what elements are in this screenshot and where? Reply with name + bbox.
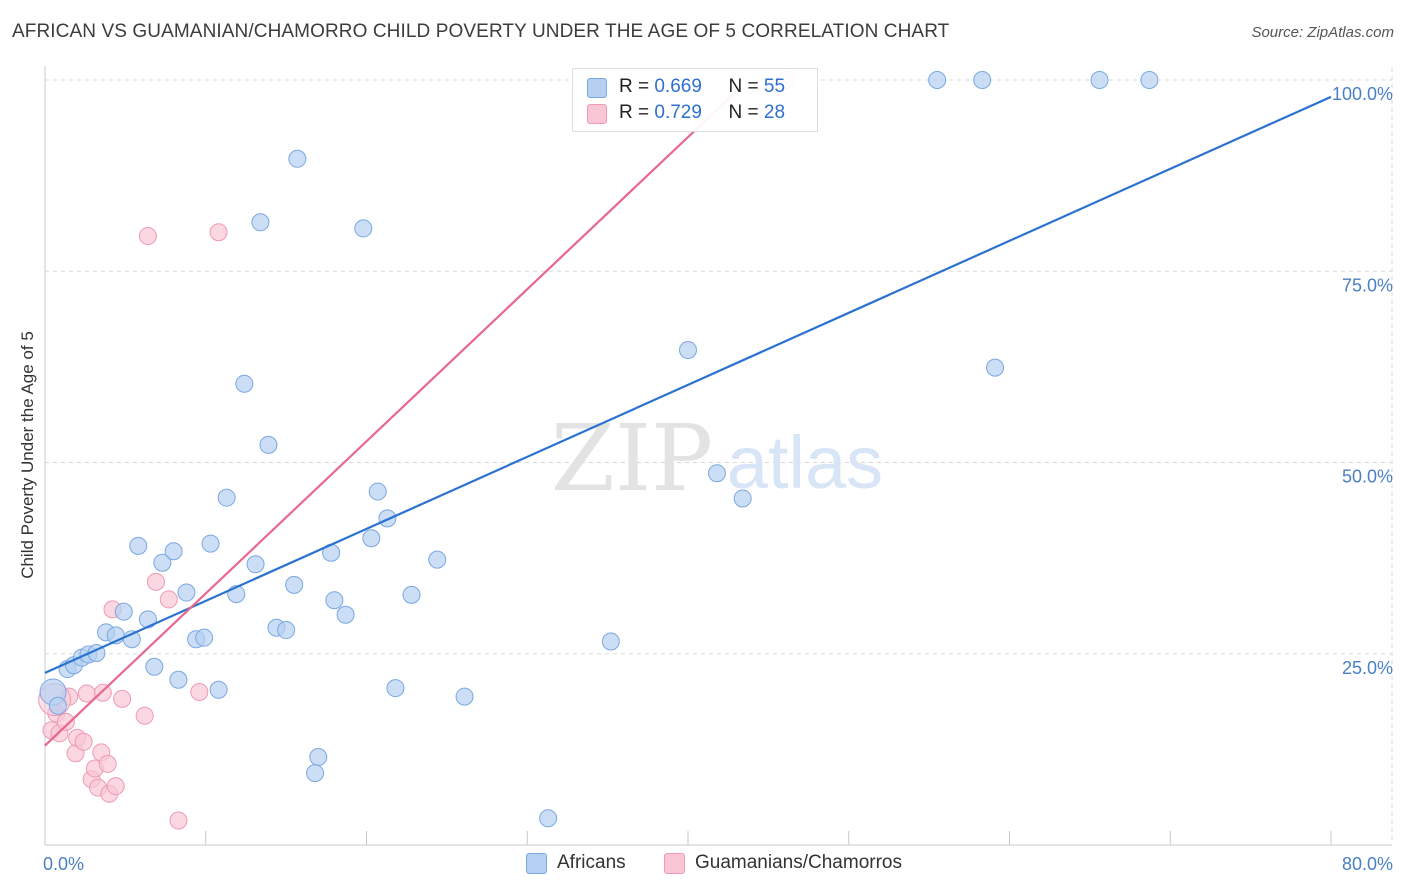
legend-text-africans: R = 0.669 N = 55 (619, 76, 785, 98)
chart-title: AFRICAN VS GUAMANIAN/CHAMORRO CHILD POVE… (12, 21, 950, 42)
guamanian-trend-line (44, 90, 737, 747)
legend-swatch-blue (587, 78, 607, 98)
n-value: 55 (763, 76, 786, 97)
series-legend: Africans Guamanians/Chamorros (0, 852, 1406, 878)
african-point (354, 219, 373, 238)
x-tick-label: 80.0% (1342, 854, 1393, 874)
african-point (285, 575, 304, 594)
african-trend-line (44, 95, 1332, 674)
african-point (368, 482, 387, 501)
african-point (306, 764, 325, 783)
guamanian-point (74, 732, 93, 751)
african-point (386, 679, 405, 698)
african-point (707, 464, 726, 483)
y-tick-label: 75.0% (1342, 275, 1393, 295)
watermark-zip: ZIP (551, 405, 713, 512)
n-label: N = (728, 76, 759, 97)
n-label: N = (728, 102, 759, 123)
african-point (217, 488, 236, 507)
african-point (1140, 71, 1159, 89)
african-point (986, 358, 1005, 377)
guamanian-point (106, 777, 125, 796)
african-point (145, 657, 164, 676)
legend-text-guamanians: R = 0.729 N = 28 (619, 102, 785, 124)
african-point (325, 591, 344, 610)
x-tick-label: 0.0% (43, 854, 84, 874)
r-label: R = (619, 76, 650, 97)
african-point (164, 542, 183, 561)
guamanian-point (169, 811, 188, 830)
african-point (601, 632, 620, 651)
african-point (114, 602, 133, 621)
guamanian-point (135, 706, 154, 725)
guamanian-point (98, 754, 117, 773)
african-point (169, 670, 188, 689)
grid-lines (45, 68, 1393, 845)
guamanian-point (56, 712, 75, 731)
watermark: ZIP atlas (551, 405, 883, 512)
y-tick-label: 100.0% (1332, 84, 1393, 104)
correlation-legend: R = 0.669 N = 55 R = 0.729 N = 28 (572, 68, 818, 132)
african-point (1090, 71, 1109, 89)
african-point (195, 628, 214, 647)
guamanian-point (209, 223, 228, 242)
legend-swatch-pink (587, 104, 607, 124)
african-point (973, 71, 992, 89)
guamanian-point (113, 689, 132, 708)
guamanian-point (146, 572, 165, 591)
african-point (277, 621, 296, 640)
r-label: R = (619, 102, 650, 123)
african-point (402, 585, 421, 604)
african-point (539, 809, 558, 828)
african-point (455, 687, 474, 706)
guamanian-point (138, 227, 157, 246)
legend-label-africans: Africans (557, 852, 626, 873)
african-point (48, 696, 67, 715)
legend-swatch-africans (526, 853, 547, 874)
tick-labels: 25.0% 50.0% 75.0% 100.0% 0.0% 80.0% (43, 84, 1393, 874)
african-point (336, 605, 355, 624)
african-point (259, 435, 278, 454)
african-point (209, 680, 228, 699)
source-label: Source: ZipAtlas.com (1251, 24, 1394, 41)
guamanian-point (190, 683, 209, 701)
african-point (679, 341, 697, 360)
axes (44, 66, 1392, 846)
african-point (251, 213, 270, 232)
african-point (246, 555, 265, 574)
african-point (288, 149, 307, 168)
trend-lines (44, 90, 1332, 747)
watermark-atlas: atlas (727, 421, 883, 504)
african-point (235, 374, 254, 393)
african-point (153, 553, 172, 572)
legend-swatch-guamanians (664, 853, 685, 874)
y-tick-label: 50.0% (1342, 467, 1393, 487)
african-point (733, 489, 752, 508)
african-point (177, 583, 196, 602)
african-point (309, 748, 328, 767)
r-value: 0.729 (654, 102, 702, 123)
n-value: 28 (763, 102, 786, 123)
african-point (928, 71, 947, 89)
legend-label-guamanians: Guamanians/Chamorros (695, 852, 902, 873)
african-point (201, 534, 220, 553)
african-point (362, 529, 381, 548)
guamanian-point (159, 590, 178, 609)
african-point (428, 550, 447, 569)
guamanian-point (93, 683, 112, 702)
y-tick-label: 25.0% (1342, 658, 1393, 678)
african-point (129, 536, 148, 555)
r-value: 0.669 (654, 76, 702, 97)
